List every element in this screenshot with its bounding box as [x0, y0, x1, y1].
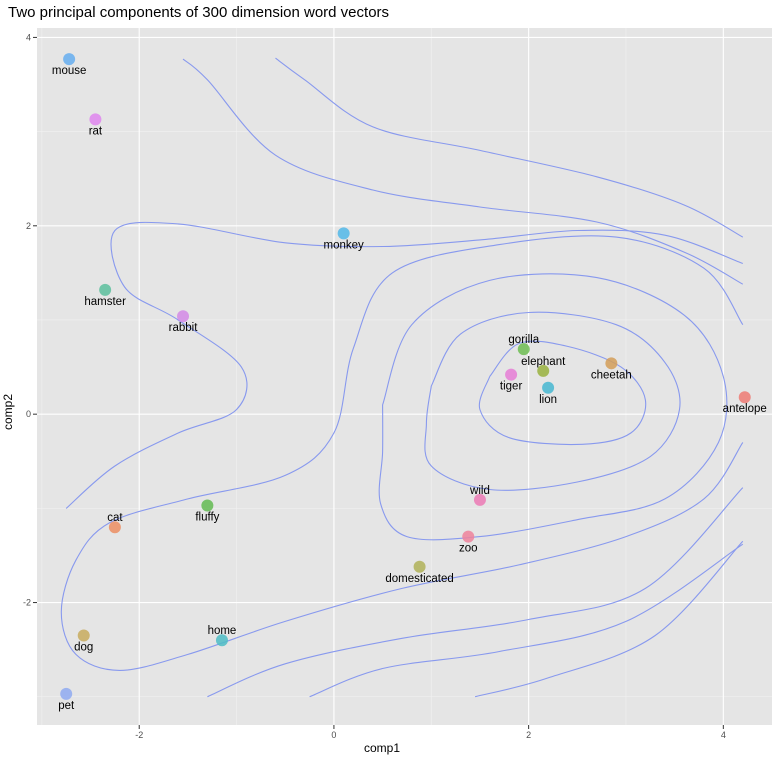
x-axis-title: comp1 [364, 741, 400, 755]
contour-line [207, 487, 744, 698]
point-hamster [99, 283, 112, 296]
minor-gridlines [37, 28, 772, 725]
point-label-pet: pet [58, 700, 75, 712]
point-lion [542, 381, 555, 394]
x-axis-ticks: -2 0 2 4 [135, 725, 726, 740]
point-label-elephant: elephant [521, 356, 566, 368]
contour-line [182, 58, 744, 285]
point-monkey [337, 227, 350, 240]
y-tick-label: -2 [23, 598, 31, 608]
point-elephant [537, 364, 550, 377]
point-label-lion: lion [539, 394, 557, 406]
contour-line [65, 221, 743, 509]
point-cat [108, 521, 121, 534]
contour-line [275, 57, 744, 238]
point-label-zoo: zoo [459, 543, 478, 555]
point-wild [473, 493, 486, 506]
point-pet [60, 687, 73, 700]
data-points [60, 53, 751, 700]
major-gridlines [37, 28, 772, 725]
contour-line [424, 311, 681, 491]
point-label-monkey: monkey [324, 239, 365, 251]
point-label-fluffy: fluffy [195, 512, 219, 524]
point-antelope [738, 391, 751, 404]
point-label-home: home [208, 625, 237, 637]
point-label-cheetah: cheetah [591, 369, 632, 381]
point-label-rabbit: rabbit [169, 322, 199, 334]
point-dog [77, 629, 90, 642]
x-tick-label: -2 [135, 730, 143, 740]
point-label-tiger: tiger [500, 381, 523, 393]
x-tick-label: 4 [721, 730, 726, 740]
point-label-antelope: antelope [723, 403, 767, 415]
contour-line [309, 543, 744, 698]
x-tick-label: 0 [331, 730, 336, 740]
y-axis-ticks: -2 0 2 4 [23, 32, 37, 608]
point-label-wild: wild [469, 485, 490, 497]
point-gorilla [517, 343, 530, 356]
point-label-gorilla: gorilla [508, 334, 539, 346]
point-fluffy [201, 499, 214, 512]
point-rabbit [177, 310, 190, 323]
y-axis-title: comp2 [1, 394, 15, 430]
contour-line [60, 235, 744, 671]
contour-line [378, 273, 728, 541]
point-cheetah [605, 357, 618, 370]
point-zoo [462, 530, 475, 543]
y-tick-label: 4 [26, 32, 31, 42]
x-tick-label: 2 [526, 730, 531, 740]
point-label-mouse: mouse [52, 65, 87, 77]
point-mouse [63, 53, 76, 66]
point-label-rat: rat [89, 125, 103, 137]
contour-line [478, 340, 647, 446]
point-rat [89, 113, 102, 126]
density-contours [60, 57, 744, 698]
point-label-dog: dog [74, 642, 93, 654]
point-label-cat: cat [107, 512, 123, 524]
point-label-domesticated: domesticated [385, 573, 453, 585]
y-tick-label: 2 [26, 221, 31, 231]
point-label-hamster: hamster [84, 296, 126, 308]
point-tiger [505, 368, 518, 381]
point-labels: mouse rat monkey hamster rabbit gorilla elepha… [52, 65, 767, 712]
contour-line [474, 540, 744, 698]
plot-panel [37, 28, 772, 725]
y-tick-label: 0 [26, 409, 31, 419]
point-home [215, 634, 228, 647]
point-domesticated [413, 560, 426, 573]
chart-title: Two principal components of 300 dimensio… [8, 4, 389, 21]
